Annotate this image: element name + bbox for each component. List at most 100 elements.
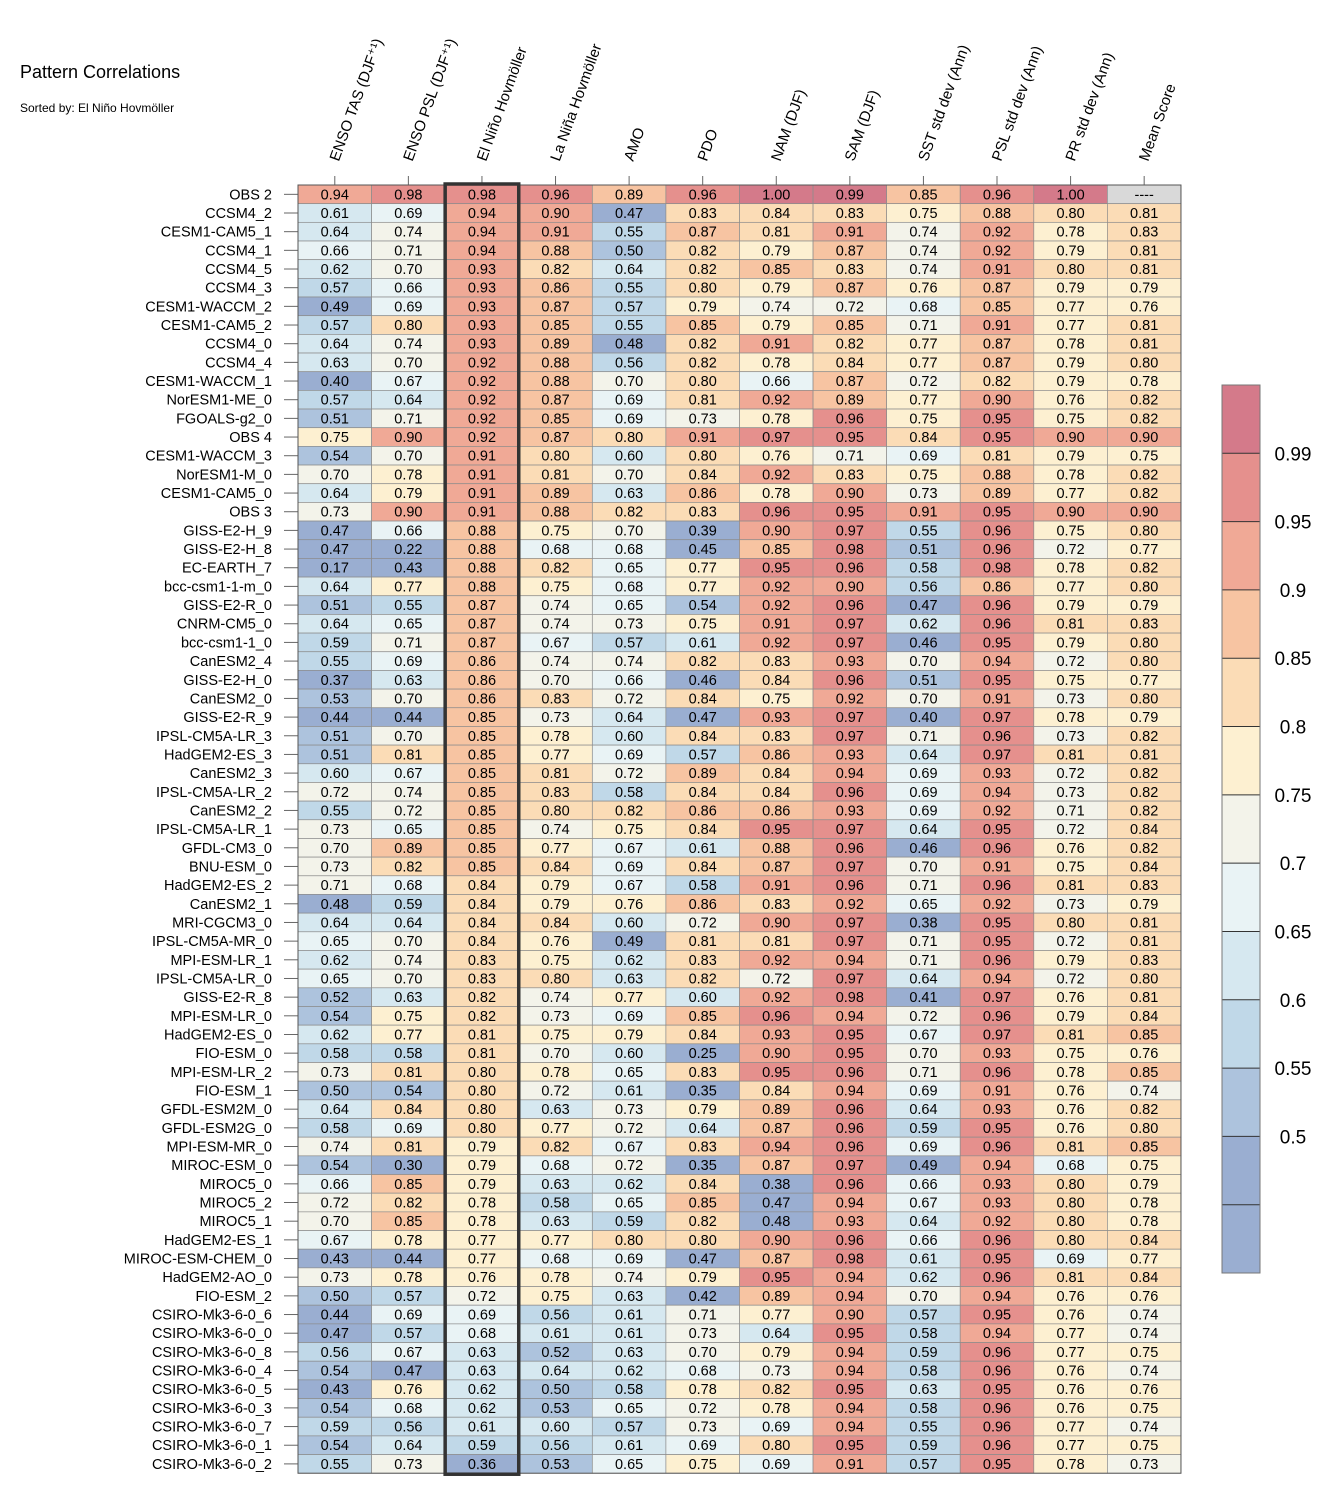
row-label: GISS-E2-H_9: [183, 523, 272, 539]
cell-value-label: 0.96: [836, 1140, 864, 1156]
cell-value-label: 0.90: [836, 579, 864, 595]
cell-value-label: 0.65: [615, 598, 643, 614]
cell-value-label: 0.57: [394, 1326, 422, 1342]
cell-value-label: 0.48: [762, 1214, 790, 1230]
cell-value-label: 0.82: [1130, 841, 1158, 857]
cell-value-label: 0.82: [468, 990, 496, 1006]
cell-value-label: 0.75: [541, 1289, 569, 1305]
cell-value-label: 0.79: [689, 1102, 717, 1118]
row-label: CSIRO-Mk3-6-0_0: [152, 1326, 272, 1342]
cell-value-label: 0.87: [689, 225, 717, 241]
cell-value-label: 0.70: [909, 654, 937, 670]
colorbar-tick-label: 0.95: [1275, 513, 1312, 534]
cell-value-label: 0.54: [321, 1364, 349, 1380]
cell-value-label: 0.70: [394, 934, 422, 950]
cell-value-label: 0.59: [394, 897, 422, 913]
cell-value-label: 0.72: [1056, 822, 1084, 838]
cell-value-label: 0.96: [983, 187, 1011, 203]
row-label: CSIRO-Mk3-6-0_2: [152, 1457, 272, 1473]
cell-value-label: 0.79: [468, 1158, 496, 1174]
cell-value-label: 0.60: [615, 1046, 643, 1062]
page-subtitle: Sorted by: El Niño Hovmöller: [20, 101, 175, 115]
cell-value-label: 0.72: [762, 971, 790, 987]
cell-value-label: 0.60: [615, 449, 643, 465]
cell-value-label: 0.80: [1056, 1177, 1084, 1193]
cell-value-label: 0.57: [321, 281, 349, 297]
cell-value-label: 0.84: [468, 934, 496, 950]
cell-value-label: 0.90: [1130, 430, 1158, 446]
cell-value-label: 0.69: [1056, 1252, 1084, 1268]
cell-value-label: 0.66: [762, 374, 790, 390]
cell-value-label: 0.62: [321, 262, 349, 278]
cell-value-label: 0.91: [983, 859, 1011, 875]
cell-value-label: 0.85: [468, 747, 496, 763]
cell-value-label: 0.94: [468, 243, 496, 259]
cell-value-label: 0.83: [689, 953, 717, 969]
cell-value-label: 0.53: [541, 1401, 569, 1417]
row-label: CESM1-WACCM_1: [145, 374, 272, 390]
cell-value-label: 0.87: [983, 281, 1011, 297]
cell-value-label: 0.81: [1056, 1140, 1084, 1156]
cell-value-label: 0.44: [394, 710, 422, 726]
cell-value-label: 0.90: [762, 915, 790, 931]
cell-value-label: 0.84: [762, 206, 790, 222]
cell-value-label: 0.78: [1130, 374, 1158, 390]
cell-value-label: 0.76: [1130, 1289, 1158, 1305]
cell-value-label: 0.56: [541, 1438, 569, 1454]
cell-value-label: 0.40: [909, 710, 937, 726]
cell-value-label: 0.97: [836, 859, 864, 875]
cell-value-label: 0.78: [541, 729, 569, 745]
cell-value-label: 0.70: [909, 691, 937, 707]
column-header-pdo: PDO: [694, 127, 721, 163]
cell-value-label: 0.52: [541, 1345, 569, 1361]
cell-value-label: 0.47: [762, 1196, 790, 1212]
cell-value-label: 0.92: [762, 635, 790, 651]
cell-value-label: 0.63: [541, 1214, 569, 1230]
cell-value-label: 0.73: [615, 1102, 643, 1118]
cell-value-label: 0.99: [836, 187, 864, 203]
cell-value-label: 0.85: [689, 318, 717, 334]
cell-value-label: 0.91: [468, 505, 496, 521]
colorbar-tick-label: 0.85: [1275, 649, 1312, 670]
cell-value-label: 0.84: [1130, 859, 1158, 875]
cell-value-label: 0.80: [1130, 579, 1158, 595]
cell-value-label: 0.97: [836, 915, 864, 931]
row-label: NorESM1-M_0: [176, 467, 272, 483]
colorbar-tick-label: 0.8: [1280, 718, 1306, 739]
cell-value-label: 0.96: [836, 878, 864, 894]
cell-value-label: 0.62: [468, 1382, 496, 1398]
cell-value-label: 0.73: [689, 1326, 717, 1342]
cell-value-label: 0.90: [983, 393, 1011, 409]
cell-value-label: 0.54: [321, 1438, 349, 1454]
cell-value-label: 0.88: [762, 841, 790, 857]
page-title: Pattern Correlations: [20, 62, 181, 82]
cell-value-label: 0.85: [762, 262, 790, 278]
cell-value-label: 0.80: [1056, 1196, 1084, 1212]
cell-value-label: 0.62: [615, 953, 643, 969]
cell-value-label: 0.63: [321, 355, 349, 371]
cell-value-label: 0.91: [762, 617, 790, 633]
row-label: HadGEM2-ES_1: [164, 1233, 272, 1249]
cell-value-label: 0.71: [909, 1065, 937, 1081]
cell-value-label: 0.94: [836, 1270, 864, 1286]
cell-value-label: 0.86: [468, 654, 496, 670]
cell-value-label: 0.67: [909, 1027, 937, 1043]
cell-value-label: 0.85: [689, 1009, 717, 1025]
cell-value-label: 0.95: [983, 430, 1011, 446]
cell-value-label: 0.72: [1056, 542, 1084, 558]
cell-value-label: 0.76: [1056, 1382, 1084, 1398]
cell-value-label: 0.84: [689, 1177, 717, 1193]
cell-value-label: 0.67: [394, 374, 422, 390]
cell-value-label: 0.87: [836, 281, 864, 297]
cell-value-label: 0.93: [983, 766, 1011, 782]
cell-value-label: 0.92: [762, 990, 790, 1006]
row-label: CCSM4_2: [205, 206, 272, 222]
cell-value-label: 0.81: [1130, 747, 1158, 763]
cell-value-label: 0.76: [1130, 1046, 1158, 1062]
cell-value-label: 0.74: [541, 990, 569, 1006]
cell-value-label: 0.61: [468, 1420, 496, 1436]
cell-value-label: 0.77: [541, 1233, 569, 1249]
cell-value-label: 0.75: [1130, 1345, 1158, 1361]
cell-value-label: 0.79: [1056, 635, 1084, 651]
column-header-amo: AMO: [621, 125, 649, 163]
